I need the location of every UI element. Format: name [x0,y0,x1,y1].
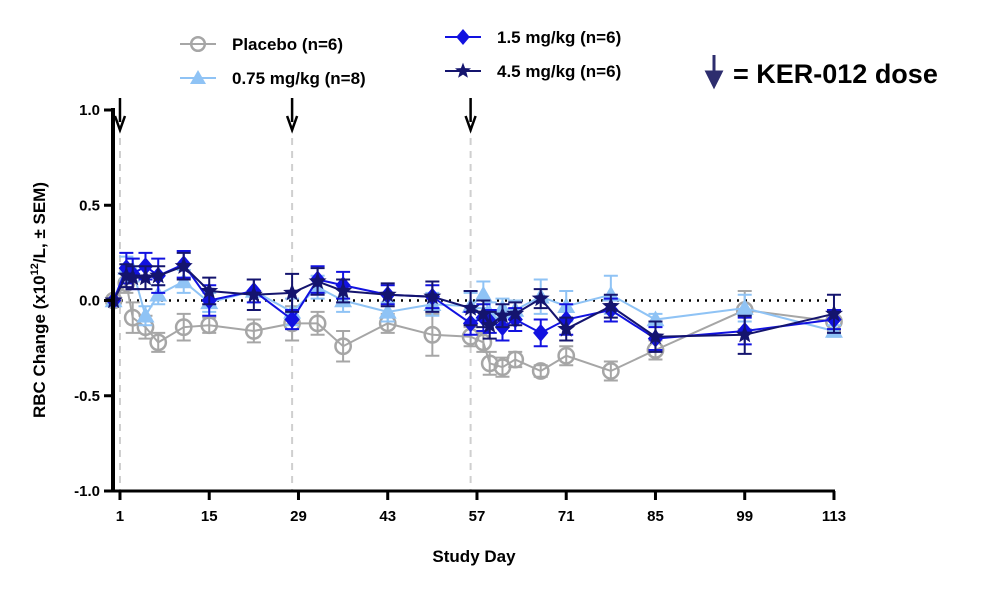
data-point [474,333,493,352]
data-point [378,302,397,319]
data-point [136,268,155,286]
x-tick-label: 29 [290,508,307,525]
series-open-circle [104,272,843,382]
error-bar [336,329,351,363]
y-tick-label: -1.0 [74,483,100,500]
x-tick-label: 85 [647,508,664,525]
x-tick-label: 71 [558,508,575,525]
data-point [149,266,168,284]
legend-item: 1.5 mg/kg (n=6) [445,28,621,47]
data-point [123,268,142,286]
dose-arrow-icon [464,98,477,134]
series-layer [104,249,843,382]
data-point [149,333,168,352]
data-point [174,318,193,337]
data-point [506,304,525,322]
y-tick-label: 1.0 [79,102,100,119]
x-tick-label: 57 [469,508,486,525]
data-point [480,315,499,333]
data-point [493,306,512,324]
error-bar [559,345,574,367]
data-point [244,322,263,340]
dose-legend: = KER-012 dose [704,55,938,90]
data-point [533,323,549,342]
data-point [480,354,499,373]
y-tick-label: 0.0 [79,293,100,310]
legend-item: 0.75 mg/kg (n=8) [180,69,366,88]
data-point [493,358,512,377]
data-point [531,289,550,307]
data-point [557,346,576,365]
data-point [136,306,155,323]
data-point [531,362,550,380]
data-point [200,316,219,335]
data-point [557,319,576,337]
error-bar [125,301,140,334]
data-point [506,350,525,369]
data-point [334,281,353,299]
x-tick-label: 15 [201,508,218,525]
data-point [283,283,302,301]
legend-label: 1.5 mg/kg (n=6) [497,28,621,47]
dose-arrow-icon [285,98,299,134]
legend-label: Placebo (n=6) [232,35,343,54]
data-point [423,325,442,344]
dose-legend-text: = KER-012 dose [733,59,938,89]
legend-label: 0.75 mg/kg (n=8) [232,69,366,88]
data-point [334,337,353,356]
y-tick-label: -0.5 [74,388,100,405]
data-point [825,304,843,322]
data-point [190,70,206,84]
legend: Placebo (n=6) 0.75 mg/kg (n=8) 1.5 mg/kg (… [180,28,621,88]
data-point [455,62,471,78]
data-point [378,285,397,303]
dose-lines [113,98,834,490]
legend-label: 4.5 mg/kg (n=6) [497,62,621,81]
data-point [735,299,754,315]
y-axis-label: RBC Change (x1012/L, ± SEM) [29,182,49,418]
series-star [104,251,843,355]
x-tick-label: 1 [116,508,124,525]
data-point [474,304,493,322]
error-bar [603,360,618,382]
dose-arrow-icon [113,98,127,134]
x-tick-label: 99 [736,508,753,525]
data-point [174,256,193,274]
data-point [308,272,327,290]
data-point [601,296,620,314]
data-point [308,314,327,333]
x-axis-label: Study Day [432,547,516,566]
legend-item: 4.5 mg/kg (n=6) [445,62,621,81]
data-point [423,287,442,305]
legend-item: Placebo (n=6) [180,35,343,54]
data-point [456,29,470,45]
data-point [646,327,665,345]
data-point [189,35,207,53]
data-point [284,310,300,329]
data-point [601,362,620,380]
data-point [200,281,219,299]
y-tick-label: 0.5 [79,197,100,214]
x-tick-label: 43 [379,508,396,525]
error-bar [151,331,166,353]
dose-arrow-icon [704,55,724,90]
x-tick-label: 113 [822,508,846,525]
data-point [474,285,493,302]
data-point [735,325,754,343]
data-point [461,298,480,316]
data-point [244,285,263,303]
axes: -1.0 -0.5 0.0 0.5 1.0 1 15 29 43 57 71 85 99 113 [74,102,846,525]
